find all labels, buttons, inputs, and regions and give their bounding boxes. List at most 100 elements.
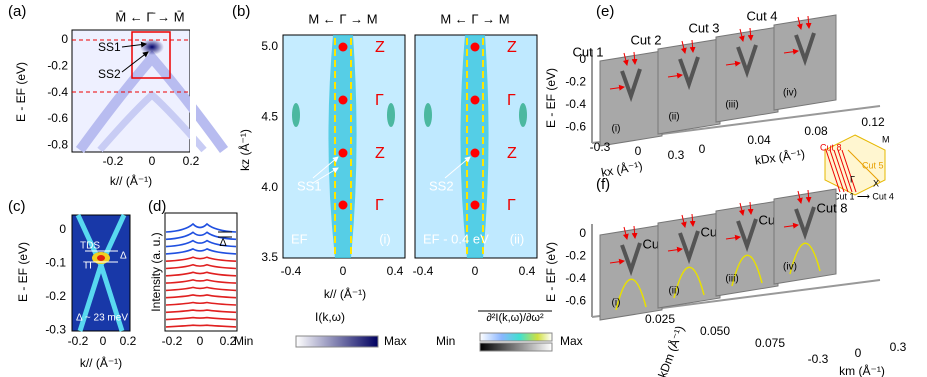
band: [620, 68, 642, 103]
y-tick-label: 0: [61, 32, 68, 46]
y-tick-label: -0.6: [47, 111, 68, 125]
colorbar: [479, 342, 553, 352]
y-axis-label: E - EF (eV): [16, 242, 30, 302]
direction: M ← Γ → M: [440, 11, 509, 26]
y-axis-label: kz (Å⁻¹): [237, 129, 252, 171]
cut-line: [847, 149, 881, 183]
x-axis-label: km (Å⁻¹): [839, 363, 885, 377]
marker: [631, 225, 638, 239]
panel-tag: (ii): [510, 231, 524, 246]
marker: [805, 15, 812, 29]
annotation: TDS: [80, 241, 100, 252]
marker: [783, 48, 799, 55]
cut-line: [829, 149, 845, 193]
band: [75, 50, 229, 153]
cut-line: [841, 149, 857, 193]
fit: [789, 242, 821, 275]
fit: [615, 278, 647, 311]
band: [460, 35, 489, 258]
x-tick-label: 0.3: [668, 148, 685, 162]
annotation: SS2: [429, 178, 454, 193]
y-tick-label: 0: [59, 222, 66, 236]
energy-label: EF - 0.4 eV: [423, 231, 489, 246]
arrow: [312, 167, 339, 184]
band: [387, 103, 395, 127]
depth-tick-label: 0.04: [747, 133, 771, 147]
depth-tick-label: 0.08: [804, 124, 828, 138]
edc-curve: [165, 271, 237, 277]
panel-label: (a): [8, 3, 26, 20]
bz-point: [338, 200, 348, 210]
marker: [747, 201, 754, 215]
box: [131, 31, 171, 79]
marker: [796, 16, 803, 30]
bz-label: Z: [375, 145, 385, 162]
y-tick-label: 3.5: [261, 250, 278, 264]
marker: [738, 202, 745, 216]
arrow: [444, 156, 471, 179]
inset-label: Cut 1 ⟶ Cut 4: [833, 191, 894, 201]
panel-tag: (i): [612, 298, 621, 309]
bz-point: [470, 200, 480, 210]
x-tick-label: -0.3: [808, 352, 829, 366]
band: [328, 35, 357, 258]
depth-tick-label: 0.12: [861, 115, 885, 129]
bz-label: Γ: [507, 92, 516, 109]
marker: [667, 72, 683, 79]
figure-body: (a) M̄ ← Γ̄ → M̄ 0 -0.2 -0.4 -0.6 -0.8 -0.2 0 0.2…: [8, 3, 907, 377]
band: [794, 206, 816, 241]
panel-tag: (ii): [668, 112, 679, 123]
y-tick-label: -0.2: [45, 289, 66, 303]
edc-curve: [165, 263, 237, 270]
edc-curve: [165, 309, 237, 314]
x-tick-label: -0.2: [103, 154, 124, 168]
x-axis-label: k// (Å⁻¹): [80, 355, 122, 370]
inset-label: M: [882, 134, 890, 144]
x-axis-label: k// (Å⁻¹): [324, 286, 366, 301]
band: [75, 213, 127, 332]
arrow: [121, 51, 149, 73]
cut-line: [837, 149, 853, 193]
edc-curve: [165, 294, 237, 299]
marker: [680, 214, 687, 228]
x-tick-label: 0.3: [890, 340, 907, 354]
frame: [164, 212, 238, 332]
colorbar-max: Max: [560, 334, 583, 348]
colorbar-title: I(k,ω): [315, 310, 345, 324]
panel-label: (c): [8, 198, 26, 215]
colorbar-min: Min: [234, 334, 253, 348]
panel-tag: (iv): [783, 262, 797, 273]
y-tick-label: 4.5: [261, 109, 278, 123]
depth-tick-label: 0.050: [700, 324, 730, 338]
y-tick-label: 0: [579, 226, 586, 240]
x-tick-label: 0: [149, 154, 156, 168]
inset-label: Cut 5: [862, 160, 884, 170]
x-tick-label: 0: [340, 264, 347, 278]
x-tick-label: 0: [100, 334, 107, 348]
y-tick-label: 0: [579, 52, 586, 66]
panel-tag: (i): [379, 231, 391, 246]
edc-curve: [165, 222, 237, 233]
bz-point: [338, 148, 348, 158]
band: [794, 32, 816, 67]
bz-label: Γ: [375, 197, 384, 214]
direction: M ← Γ → M: [308, 11, 377, 26]
inset-label: Γ: [850, 174, 855, 184]
bz-label: Z: [375, 39, 385, 56]
x-tick-label: 0.2: [120, 334, 137, 348]
band: [97, 90, 207, 153]
marker: [805, 189, 812, 203]
marker: [689, 39, 696, 53]
band: [678, 230, 700, 265]
annotation: Δ ~ 23 meV: [76, 313, 128, 324]
depth-axis-label: kDx (Å⁻¹): [754, 146, 806, 168]
x-tick-label: -0.3: [590, 140, 611, 154]
band: [519, 103, 527, 127]
panel-label: (d): [148, 198, 166, 215]
x-tick-label: 0.2: [183, 154, 200, 168]
marker: [609, 84, 625, 91]
depth-tick-label: 0: [699, 142, 706, 156]
bz-point: [470, 148, 480, 158]
annotation: SS2: [98, 67, 121, 81]
